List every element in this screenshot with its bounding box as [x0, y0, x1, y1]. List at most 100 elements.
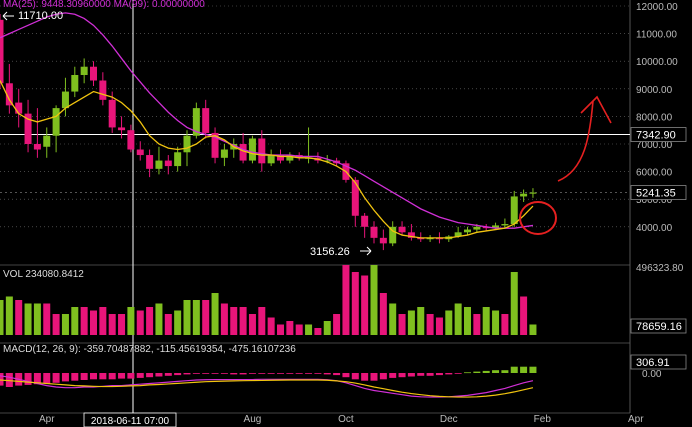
volume-bar	[529, 324, 537, 335]
macd-histogram-bar	[389, 373, 397, 378]
macd-histogram-bar	[464, 372, 471, 374]
price-tick-label: 12000.00	[636, 2, 678, 13]
candle-body	[492, 225, 500, 229]
candle-body	[426, 237, 434, 240]
time-tick-label: Feb	[534, 414, 552, 425]
macd-histogram-bar	[267, 373, 275, 374]
last-price-label: 5241.35	[636, 188, 676, 200]
macd-histogram-bar	[230, 373, 238, 375]
volume-bar	[407, 310, 415, 335]
candle-body	[192, 108, 200, 136]
candle-body	[127, 130, 135, 150]
candle-body	[286, 155, 294, 161]
macd-histogram-bar	[127, 373, 135, 379]
volume-bar	[361, 275, 369, 335]
macd-histogram-bar	[314, 373, 322, 374]
candle-body	[407, 232, 415, 238]
volume-bar	[492, 310, 500, 335]
volume-bar	[202, 300, 210, 335]
candle-body	[464, 229, 471, 233]
candle-body	[529, 192, 537, 194]
macd-panel	[0, 366, 537, 398]
macd-histogram-bar	[295, 373, 303, 374]
macd-histogram-bar	[155, 373, 163, 377]
macd-histogram-bar	[220, 373, 228, 374]
volume-bar	[15, 300, 23, 335]
candle-body	[220, 149, 228, 158]
price-tick-label: 4000.00	[636, 223, 673, 234]
candle-body	[71, 75, 79, 92]
candle-body	[24, 113, 32, 144]
annotations	[519, 95, 612, 235]
volume-bar	[52, 314, 60, 335]
macd-histogram-bar	[164, 373, 172, 376]
volume-bar	[510, 272, 518, 335]
volume-bar	[379, 293, 387, 335]
ma-legend: MA(25): 9448.30960000 MA(99): 0.00000000	[3, 0, 205, 10]
time-tick-label: Oct	[338, 414, 354, 425]
volume-bars	[0, 265, 537, 335]
macd-histogram-bar	[482, 370, 490, 373]
volume-bar	[426, 314, 434, 335]
volume-bar	[220, 303, 228, 335]
volume-bar	[239, 307, 247, 335]
candle-body	[61, 91, 69, 109]
macd-histogram-bar	[520, 366, 528, 373]
volume-bar	[230, 307, 238, 335]
low-arrow-icon	[360, 246, 372, 256]
candle-body	[473, 226, 481, 230]
macd-top-label-box	[630, 354, 687, 370]
volume-bar	[118, 314, 126, 335]
macd-histogram-bar	[43, 373, 51, 384]
macd-histogram-bar	[435, 373, 443, 376]
volume-legend: VOL 234080.8412	[3, 269, 84, 280]
volume-bar	[435, 317, 443, 335]
volume-bar	[417, 307, 425, 335]
macd-dea-line	[0, 379, 534, 398]
macd-histogram-bar	[333, 373, 341, 376]
volume-bar	[389, 303, 397, 335]
price-tick-label: 10000.00	[636, 57, 678, 68]
candle-body	[146, 155, 154, 169]
macd-histogram-bar	[501, 370, 509, 373]
candle-body	[239, 144, 247, 161]
candle-body	[482, 226, 490, 229]
candle-body	[351, 179, 359, 216]
moving-average-lines	[0, 12, 534, 239]
volume-bar	[90, 310, 97, 335]
volume-bar	[164, 314, 172, 335]
volume-bar	[398, 314, 406, 335]
macd-histogram-bar	[33, 373, 41, 385]
macd-histogram-bar	[398, 373, 406, 378]
volume-bar	[5, 296, 13, 335]
volume-bar	[501, 314, 509, 335]
candle-body	[361, 215, 369, 227]
arrow-head	[580, 95, 612, 124]
candle-body	[80, 66, 88, 75]
price-tick-label: 6000.00	[636, 168, 673, 179]
volume-bar	[286, 321, 294, 335]
volume-bar	[473, 314, 481, 335]
macd-histogram-bar	[80, 373, 88, 380]
volume-bar	[183, 300, 191, 335]
candle-body	[108, 99, 116, 128]
volume-top-label: 496323.80	[636, 263, 684, 274]
volume-bar	[323, 321, 331, 335]
volume-bar	[267, 317, 275, 335]
crosshair-time-label: 2018-06-11 07:00	[91, 416, 170, 427]
macd-histogram-bar	[0, 373, 4, 386]
candle-body	[43, 135, 51, 147]
candle-body	[0, 19, 4, 84]
volume-bar	[445, 310, 453, 335]
volume-bar	[482, 307, 490, 335]
candle-body	[33, 144, 41, 150]
volume-bar	[351, 272, 359, 335]
time-tick-label: Dec	[440, 414, 458, 425]
crosshair-price-label: 7342.90	[636, 130, 676, 142]
macd-histogram-bar	[118, 373, 126, 379]
macd-histogram-bar	[202, 373, 210, 374]
macd-zero-label: 0.00	[642, 369, 662, 380]
volume-last-label-box	[630, 318, 687, 334]
macd-histogram-bar	[305, 373, 313, 374]
